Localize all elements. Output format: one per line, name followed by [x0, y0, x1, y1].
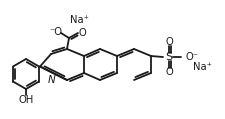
- Text: O: O: [164, 37, 172, 47]
- Text: O: O: [164, 67, 172, 77]
- Text: Na⁺: Na⁺: [192, 62, 211, 72]
- Text: O⁻: O⁻: [185, 52, 198, 62]
- Text: OH: OH: [18, 95, 34, 105]
- Text: O: O: [78, 28, 86, 38]
- Text: Na⁺: Na⁺: [69, 15, 88, 25]
- Text: N: N: [47, 75, 55, 85]
- Text: ⁻O: ⁻O: [49, 27, 62, 37]
- Text: S: S: [165, 52, 172, 62]
